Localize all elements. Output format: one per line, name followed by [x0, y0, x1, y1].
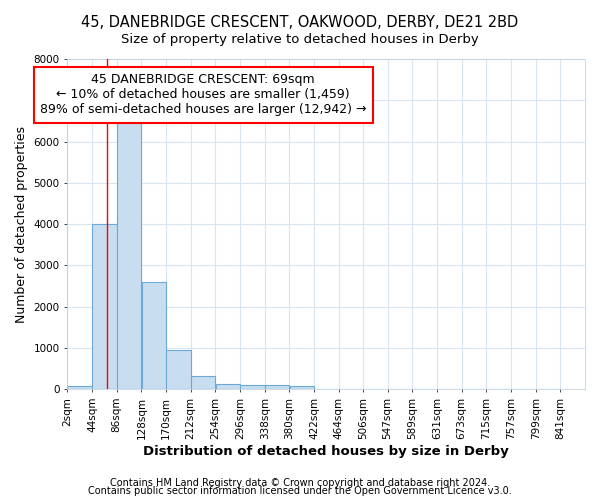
Bar — [290, 386, 314, 389]
Bar — [142, 282, 166, 389]
Bar — [117, 119, 141, 389]
Bar — [166, 350, 191, 389]
Bar — [265, 385, 289, 389]
X-axis label: Distribution of detached houses by size in Derby: Distribution of detached houses by size … — [143, 444, 509, 458]
Text: 45, DANEBRIDGE CRESCENT, OAKWOOD, DERBY, DE21 2BD: 45, DANEBRIDGE CRESCENT, OAKWOOD, DERBY,… — [82, 15, 518, 30]
Bar — [67, 386, 92, 389]
Bar — [240, 385, 265, 389]
Bar — [92, 224, 116, 389]
Bar — [191, 376, 215, 389]
Y-axis label: Number of detached properties: Number of detached properties — [15, 126, 28, 322]
Text: Contains public sector information licensed under the Open Government Licence v3: Contains public sector information licen… — [88, 486, 512, 496]
Bar — [215, 384, 240, 389]
Text: 45 DANEBRIDGE CRESCENT: 69sqm
← 10% of detached houses are smaller (1,459)
89% o: 45 DANEBRIDGE CRESCENT: 69sqm ← 10% of d… — [40, 74, 367, 116]
Text: Size of property relative to detached houses in Derby: Size of property relative to detached ho… — [121, 32, 479, 46]
Text: Contains HM Land Registry data © Crown copyright and database right 2024.: Contains HM Land Registry data © Crown c… — [110, 478, 490, 488]
